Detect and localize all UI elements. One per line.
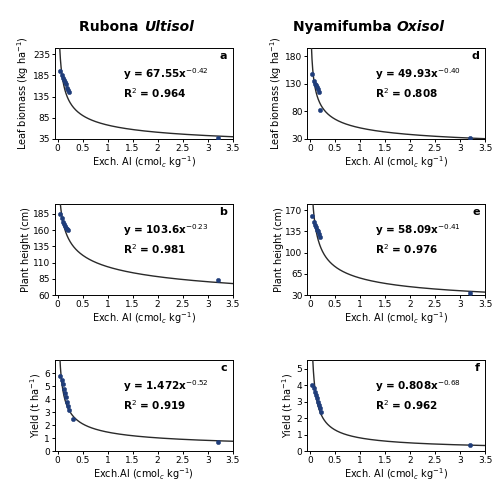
- Point: [308, 381, 316, 389]
- Text: Rubona: Rubona: [80, 20, 144, 34]
- Point: [64, 226, 72, 234]
- Point: [58, 376, 66, 384]
- Point: [466, 289, 474, 297]
- Text: R$^2$ = 0.976: R$^2$ = 0.976: [375, 242, 438, 256]
- Y-axis label: Yield (t ha$^{-1}$): Yield (t ha$^{-1}$): [280, 373, 295, 438]
- Y-axis label: Plant height (cm): Plant height (cm): [274, 207, 284, 292]
- Point: [466, 134, 474, 142]
- Text: R$^2$ = 0.808: R$^2$ = 0.808: [375, 86, 438, 100]
- Text: Nyamifumba: Nyamifumba: [292, 20, 396, 34]
- Point: [214, 134, 222, 142]
- Point: [62, 393, 70, 400]
- X-axis label: Exch.Al (cmol$_c$ kg$^{-1}$): Exch.Al (cmol$_c$ kg$^{-1}$): [94, 467, 194, 480]
- Point: [62, 398, 70, 406]
- Text: Ultisol: Ultisol: [144, 20, 194, 34]
- Text: c: c: [220, 363, 228, 373]
- X-axis label: Exch. Al (cmol$_c$ kg$^{-1}$): Exch. Al (cmol$_c$ kg$^{-1}$): [344, 310, 448, 326]
- Point: [62, 224, 70, 231]
- Point: [60, 389, 68, 396]
- Text: y = 67.55x$^{-0.42}$: y = 67.55x$^{-0.42}$: [122, 66, 208, 82]
- Point: [314, 228, 322, 235]
- Point: [58, 74, 66, 82]
- Text: y = 49.93x$^{-0.40}$: y = 49.93x$^{-0.40}$: [375, 66, 461, 82]
- Point: [310, 218, 318, 226]
- Point: [64, 88, 72, 96]
- Text: b: b: [220, 207, 228, 217]
- Y-axis label: Leaf biomass (kg ha$^{-1}$): Leaf biomass (kg ha$^{-1}$): [16, 36, 32, 150]
- Text: y = 103.6x$^{-0.23}$: y = 103.6x$^{-0.23}$: [122, 222, 208, 238]
- X-axis label: Exch. Al (cmol$_c$ kg$^{-1}$): Exch. Al (cmol$_c$ kg$^{-1}$): [344, 467, 448, 480]
- Point: [308, 213, 316, 220]
- Point: [315, 401, 323, 409]
- Point: [313, 395, 321, 402]
- Point: [312, 81, 320, 89]
- Point: [56, 372, 64, 380]
- Point: [68, 415, 76, 422]
- Point: [62, 84, 70, 92]
- Point: [56, 210, 64, 218]
- Point: [311, 222, 319, 229]
- Point: [60, 76, 68, 84]
- Point: [60, 78, 68, 85]
- Y-axis label: Yield (t ha$^{-1}$): Yield (t ha$^{-1}$): [28, 373, 43, 438]
- Point: [312, 391, 320, 399]
- Y-axis label: Plant height (cm): Plant height (cm): [22, 207, 32, 292]
- Point: [310, 384, 318, 392]
- Point: [310, 77, 318, 85]
- Point: [214, 438, 222, 446]
- Point: [214, 276, 222, 284]
- Point: [311, 388, 319, 396]
- Point: [60, 220, 68, 228]
- Point: [313, 83, 321, 90]
- Text: R$^2$ = 0.919: R$^2$ = 0.919: [122, 398, 186, 412]
- Text: d: d: [472, 51, 480, 61]
- Point: [58, 380, 66, 387]
- Text: R$^2$ = 0.964: R$^2$ = 0.964: [122, 86, 186, 100]
- Text: e: e: [472, 207, 480, 217]
- Point: [56, 67, 64, 75]
- Point: [312, 223, 320, 231]
- Point: [316, 107, 324, 114]
- Text: R$^2$ = 0.981: R$^2$ = 0.981: [122, 242, 186, 256]
- Point: [315, 230, 323, 238]
- Y-axis label: Leaf biomass (kg ha$^{-1}$): Leaf biomass (kg ha$^{-1}$): [268, 36, 284, 150]
- Point: [58, 218, 66, 226]
- Text: R$^2$ = 0.962: R$^2$ = 0.962: [375, 398, 438, 412]
- Text: y = 0.808x$^{-0.68}$: y = 0.808x$^{-0.68}$: [375, 379, 461, 395]
- Point: [316, 405, 324, 412]
- X-axis label: Exch. Al (cmol$_c$ kg$^{-1}$): Exch. Al (cmol$_c$ kg$^{-1}$): [92, 310, 196, 326]
- Point: [62, 225, 70, 233]
- Point: [315, 88, 323, 96]
- Point: [314, 85, 322, 93]
- Point: [62, 80, 70, 88]
- Text: Oxisol: Oxisol: [396, 20, 444, 34]
- Point: [60, 222, 68, 229]
- Point: [316, 234, 324, 241]
- X-axis label: Exch. Al (cmol$_c$ kg$^{-1}$): Exch. Al (cmol$_c$ kg$^{-1}$): [92, 154, 196, 170]
- Point: [313, 226, 321, 233]
- Point: [60, 385, 68, 393]
- Point: [308, 70, 316, 78]
- Point: [64, 86, 72, 94]
- Point: [64, 402, 72, 409]
- Text: y = 58.09x$^{-0.41}$: y = 58.09x$^{-0.41}$: [375, 222, 460, 238]
- Text: a: a: [220, 51, 228, 61]
- Text: y = 1.472x$^{-0.52}$: y = 1.472x$^{-0.52}$: [122, 379, 208, 395]
- Point: [314, 398, 322, 406]
- Point: [317, 408, 325, 415]
- Point: [58, 215, 66, 222]
- Text: f: f: [474, 363, 480, 373]
- Point: [64, 406, 72, 414]
- Point: [311, 80, 319, 88]
- Point: [466, 442, 474, 449]
- X-axis label: Exch. Al (cmol$_c$ kg$^{-1}$): Exch. Al (cmol$_c$ kg$^{-1}$): [344, 154, 448, 170]
- Point: [58, 72, 66, 79]
